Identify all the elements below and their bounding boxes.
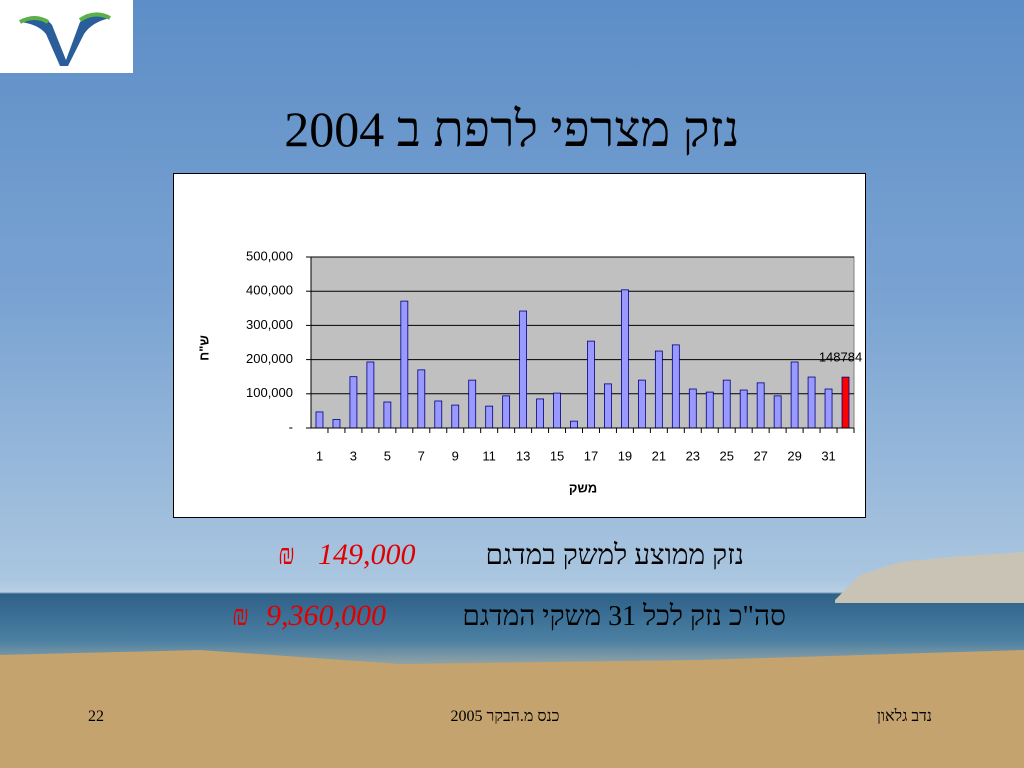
bar <box>841 376 850 429</box>
x-tick-label: 7 <box>418 448 425 463</box>
bar <box>604 383 612 429</box>
bar <box>654 350 663 429</box>
bar <box>671 344 680 429</box>
bar <box>468 379 477 429</box>
bar <box>705 391 714 429</box>
average-value: 149,000 <box>318 538 416 571</box>
bar <box>739 389 748 429</box>
y-tick-label: 500,000 <box>246 248 293 263</box>
x-tick-label: 25 <box>720 448 734 463</box>
x-tick-label: 15 <box>550 448 564 463</box>
footer-right: נדב גלאון <box>876 708 932 725</box>
bar <box>366 361 375 429</box>
bar <box>621 289 629 429</box>
y-tick-label: 300,000 <box>246 317 293 332</box>
x-tick-label: 27 <box>753 448 767 463</box>
x-axis-label: משק <box>569 480 597 495</box>
logo <box>20 14 110 66</box>
x-tick-label: 21 <box>652 448 666 463</box>
bar <box>383 401 392 429</box>
y-tick-label: 100,000 <box>246 385 293 400</box>
y-tick-label: 400,000 <box>246 283 293 298</box>
bar <box>485 405 494 429</box>
bar <box>536 398 544 429</box>
bar <box>451 404 460 429</box>
average-currency: ₪ <box>278 540 296 571</box>
average-text: נזק ממוצע למשק במדגם <box>485 540 744 571</box>
x-tick-label: 17 <box>584 448 598 463</box>
bar <box>570 420 578 429</box>
bar <box>824 388 833 429</box>
total-currency: ₪ <box>232 601 250 632</box>
bar <box>400 300 409 429</box>
slide-number: 22 <box>88 708 104 725</box>
bar <box>417 369 426 429</box>
slide-title: נזק מצרפי לרפת ב 2004 <box>284 101 740 157</box>
bar <box>756 382 765 429</box>
x-tick-label: 3 <box>350 448 357 463</box>
bar <box>790 361 799 429</box>
hill <box>835 552 1024 603</box>
bar <box>773 395 782 429</box>
x-tick-label: 23 <box>686 448 700 463</box>
bar <box>519 310 528 429</box>
bar <box>434 400 443 429</box>
x-tick-label: 9 <box>452 448 459 463</box>
bar <box>502 395 511 429</box>
bar <box>332 419 341 429</box>
bar <box>315 411 324 429</box>
footer-center: כנס מ.הבקר 2005 <box>450 708 560 725</box>
chart: ש"ח משק - 100,000 200,000 300,000 400,000 500… <box>173 173 866 518</box>
bar <box>637 379 646 429</box>
bar <box>349 376 358 429</box>
total-text: סה"כ נזק לכל 31 משקי המדגם <box>462 601 786 632</box>
x-tick-label: 11 <box>482 448 496 463</box>
y-tick-label: - <box>289 419 293 434</box>
x-tick-label: 31 <box>821 448 835 463</box>
y-axis-label: ש"ח <box>196 335 211 361</box>
data-label: 148784 <box>819 350 862 365</box>
x-tick-label: 1 <box>316 448 323 463</box>
x-tick-label: 19 <box>618 448 632 463</box>
bar <box>587 340 595 429</box>
x-tick-label: 29 <box>787 448 801 463</box>
plot-area <box>310 256 855 429</box>
beach <box>0 650 1024 768</box>
bar <box>722 379 731 429</box>
total-value: 9,360,000 <box>266 599 386 632</box>
bar <box>553 392 561 429</box>
bar <box>688 388 697 429</box>
logo-leaf <box>19 12 111 24</box>
x-tick-label: 13 <box>516 448 530 463</box>
bar <box>807 376 816 429</box>
x-tick-label: 5 <box>384 448 391 463</box>
y-tick-label: 200,000 <box>246 351 293 366</box>
